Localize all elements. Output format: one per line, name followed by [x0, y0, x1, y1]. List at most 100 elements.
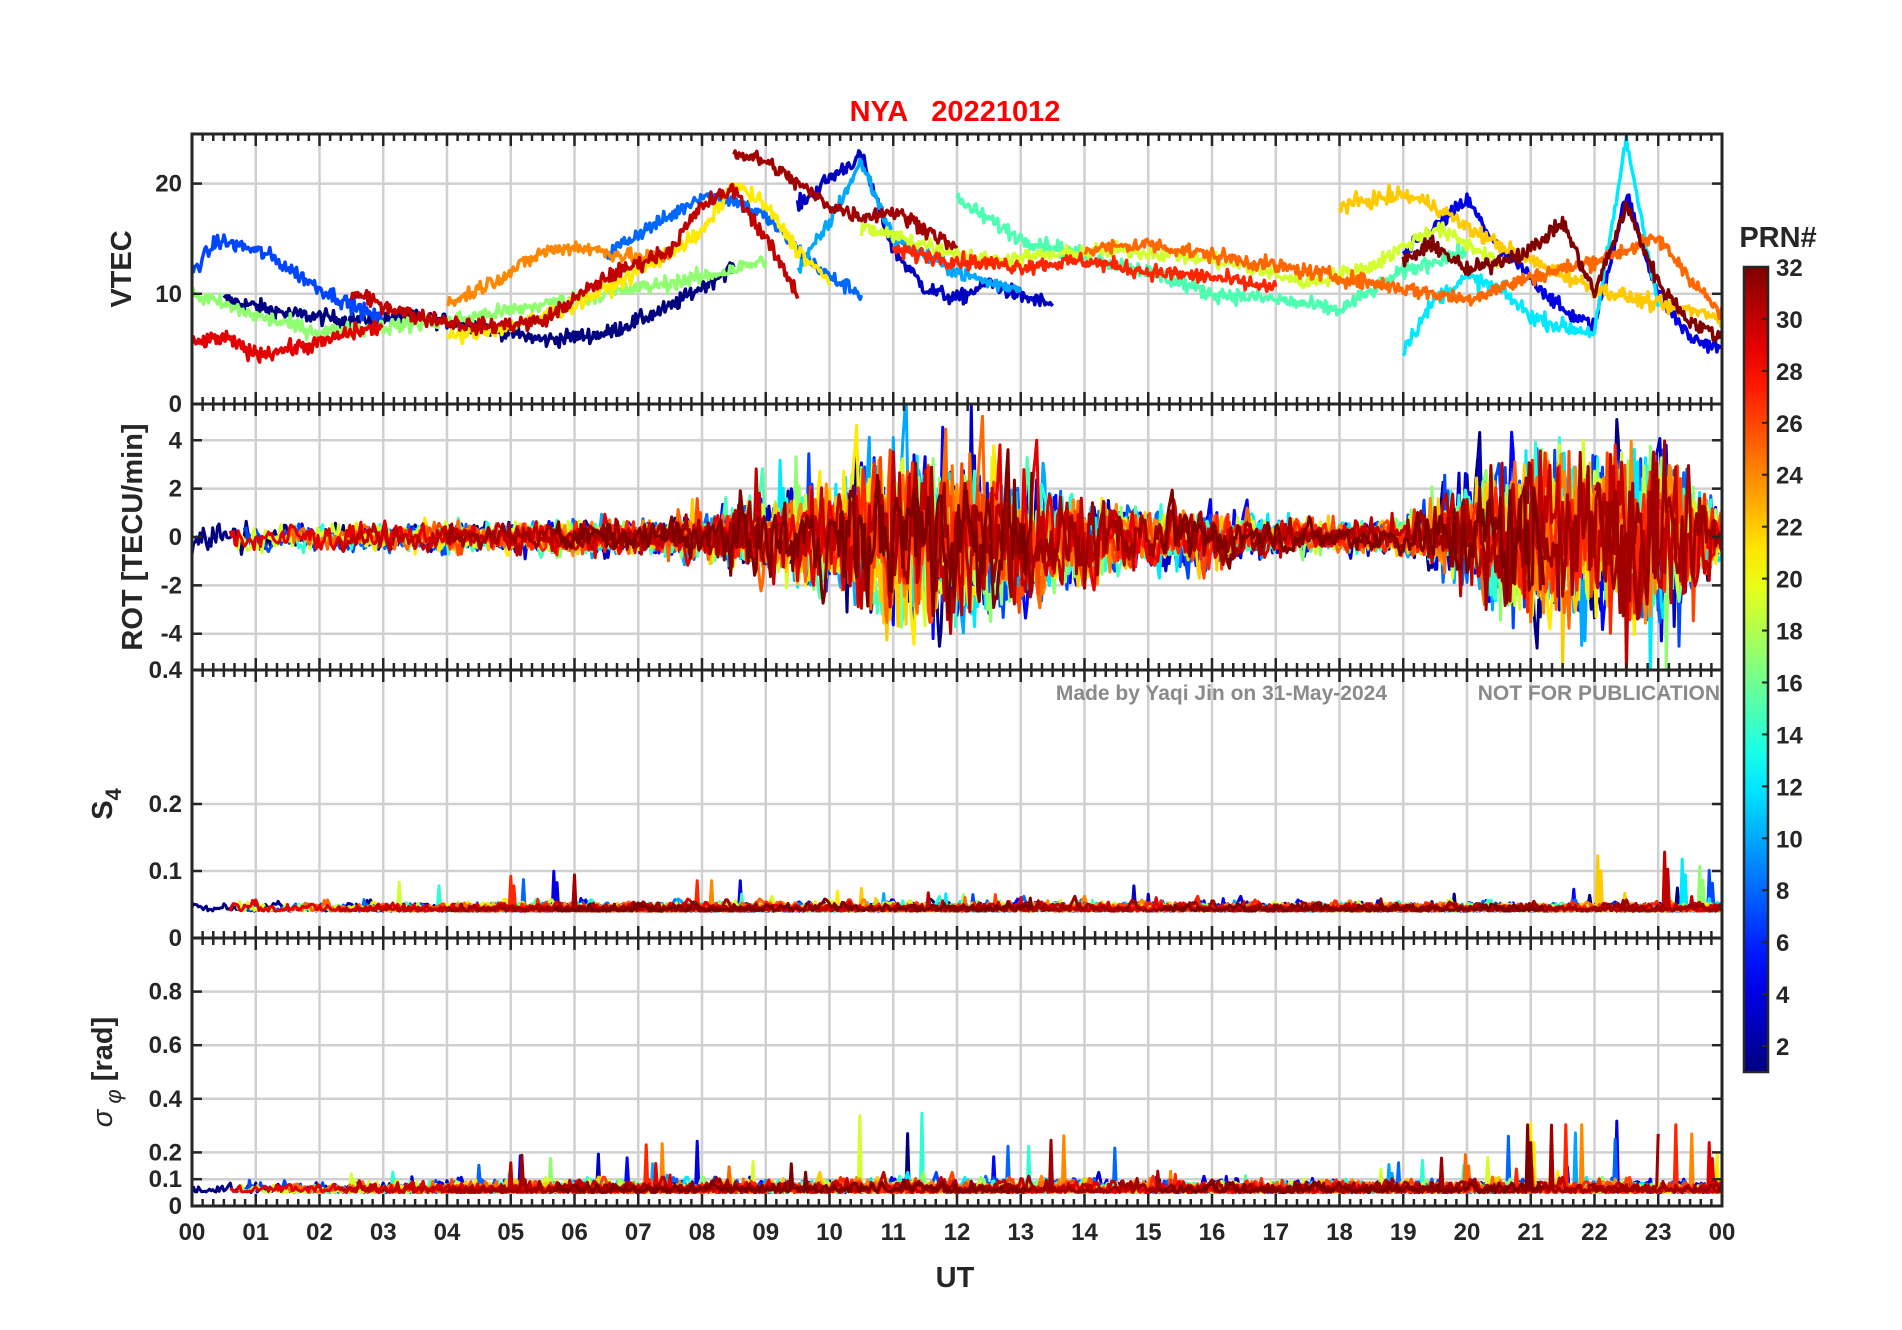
sigma_phi-grid: [192, 938, 1722, 1206]
x-tick-label: 00: [179, 1219, 206, 1246]
s4-y-tick-label: 0: [169, 925, 182, 952]
rot-y-tick-label: 0: [169, 524, 182, 551]
colorbar-tick-label: 16: [1776, 670, 1803, 697]
colorbar-tick-label: 32: [1776, 255, 1803, 282]
x-tick-label: 11: [881, 1219, 906, 1246]
rot-series-prn-32: [1159, 485, 1545, 605]
rot-y-tick-label: -4: [161, 621, 183, 648]
vtec-y-tick-label: 0: [169, 391, 182, 418]
s4-y-tick-label: 0.2: [149, 791, 182, 818]
s4-panel: 0 0.1 0.2 0.4 S4: [87, 657, 1724, 952]
vtec-series-prn-25: [1083, 233, 1722, 321]
vtec-y-tick-label: 20: [155, 171, 182, 198]
sigma_phi-y-tick-label: 0: [169, 1193, 182, 1220]
rot-y-tick-label: 2: [169, 476, 182, 503]
s4-grid: [192, 670, 1722, 938]
sigma_phi-y-tick-label: 0.2: [149, 1139, 182, 1166]
x-tick-label: 12: [944, 1219, 971, 1246]
colorbar-gradient: [1742, 265, 1770, 1074]
rot-y-tick-label: -2: [161, 572, 182, 599]
colorbar-tick-label: 26: [1776, 411, 1803, 438]
colorbar-tick-label: 22: [1776, 515, 1803, 542]
x-tick-label: 05: [497, 1219, 524, 1246]
x-tick-label: 10: [816, 1219, 843, 1246]
vtec-series-prn-12: [1401, 134, 1660, 357]
s4-series-prn-32: [554, 896, 1034, 913]
vtec-series-prn-30: [349, 182, 800, 337]
vtec-axis-title: VTEC: [106, 230, 138, 307]
x-tick-label: 15: [1135, 1219, 1162, 1246]
vtec-series-prn-27: [891, 244, 1278, 293]
x-tick-label: 04: [434, 1219, 461, 1246]
x-tick-label: 18: [1326, 1219, 1353, 1246]
vtec-series-prn-7: [192, 233, 384, 325]
x-tick-label: 01: [242, 1219, 269, 1246]
x-axis-title: UT: [936, 1262, 975, 1294]
rot-data: [192, 404, 1722, 670]
x-tick-label: 14: [1071, 1219, 1098, 1246]
s4-data: [192, 850, 1722, 913]
x-tick-label: 20: [1454, 1219, 1481, 1246]
vtec-series-prn-32: [1401, 200, 1722, 343]
rot-series-prn-32: [553, 448, 1034, 619]
colorbar-tick-label: 12: [1776, 774, 1803, 801]
sigma_phi-y-tick-label: 0.1: [149, 1166, 182, 1193]
colorbar-tick-label: 30: [1776, 307, 1803, 334]
vtec-x-ticks: [190, 134, 1724, 404]
rot-series-prn-31: [445, 500, 766, 566]
x-tick-label: 03: [370, 1219, 397, 1246]
vtec-y-tick-label: 10: [155, 281, 182, 308]
x-tick-label: 22: [1581, 1219, 1608, 1246]
sigma_phi-y-tick-label: 0.4: [149, 1086, 183, 1113]
sigma_phi-series-prn-31: [1593, 1180, 1722, 1194]
rot-panel: -4 -2 0 2 4 ROT [TECU/min]: [117, 402, 1724, 672]
sigma_phi-y-tick-label: 0.8: [149, 979, 182, 1006]
rot-x-ticks: [190, 404, 1724, 670]
s4-axis-title: S4: [87, 787, 126, 819]
colorbar-tick-label: 24: [1776, 463, 1803, 490]
colorbar-tick-label: 14: [1776, 722, 1803, 749]
s4-series-prn-31: [1593, 901, 1722, 913]
chart-title: NYA 20221012: [850, 96, 1061, 128]
x-tick-labels: 00 01 02 03 04 05 06 07 08 09 10 11 12 13 14 15 16 17 18 19…: [179, 1219, 1736, 1246]
rot-series-prn-31: [1593, 439, 1722, 621]
s4-y-tick-label: 0.1: [149, 858, 182, 885]
colorbar-tick-label: 4: [1776, 982, 1790, 1009]
sigma_phi-y-tick-label: 0.6: [149, 1032, 182, 1059]
vtec-series-prn-29: [192, 320, 384, 364]
watermark-notice: NOT FOR PUBLICATION: [1478, 682, 1720, 705]
x-tick-label: 17: [1262, 1219, 1289, 1246]
rot-y-tick-label: 4: [169, 427, 183, 454]
colorbar-tick-label: 2: [1776, 1034, 1789, 1061]
sigma_phi-x-ticks: [190, 938, 1724, 1206]
colorbar-tick-label: 10: [1776, 826, 1803, 853]
sigma_phi-data: [192, 1111, 1722, 1195]
watermark-author: Made by Yaqi Jin on 31-May-2024: [1056, 682, 1387, 705]
x-tick-label: 13: [1007, 1219, 1034, 1246]
sigma_phi-series-prn-32: [1159, 1123, 1545, 1195]
colorbar-tick-label: 28: [1776, 359, 1803, 386]
x-tick-label: 07: [625, 1219, 652, 1246]
x-tick-label: 16: [1199, 1219, 1226, 1246]
x-tick-label: 08: [689, 1219, 716, 1246]
sigma-phi-axis-title: σ φ [rad]: [87, 1017, 126, 1127]
x-tick-label: 23: [1645, 1219, 1672, 1246]
x-tick-label: 02: [306, 1219, 333, 1246]
colorbar-tick-label: 20: [1776, 567, 1803, 594]
vtec-data: [192, 134, 1722, 364]
x-tick-label: 19: [1390, 1219, 1417, 1246]
colorbar-tick-label: 18: [1776, 619, 1803, 646]
sigma_phi-series-prn-32: [553, 1162, 1033, 1195]
vtec-series-prn-8: [605, 190, 864, 302]
colorbar-title: PRN#: [1739, 222, 1816, 254]
sigma-phi-panel: 00.10.2 0.4 0.6 0.8 σ φ [rad]: [87, 936, 1724, 1220]
x-tick-label: 06: [561, 1219, 588, 1246]
vtec-series-prn-31: [732, 149, 959, 251]
x-tick-label: 09: [752, 1219, 779, 1246]
x-tick-label: 00: [1709, 1219, 1736, 1246]
s4-series-prn-32: [1160, 897, 1545, 913]
s4-x-ticks: [190, 670, 1724, 938]
vtec-panel: 0 10 20 VTEC: [106, 132, 1724, 418]
